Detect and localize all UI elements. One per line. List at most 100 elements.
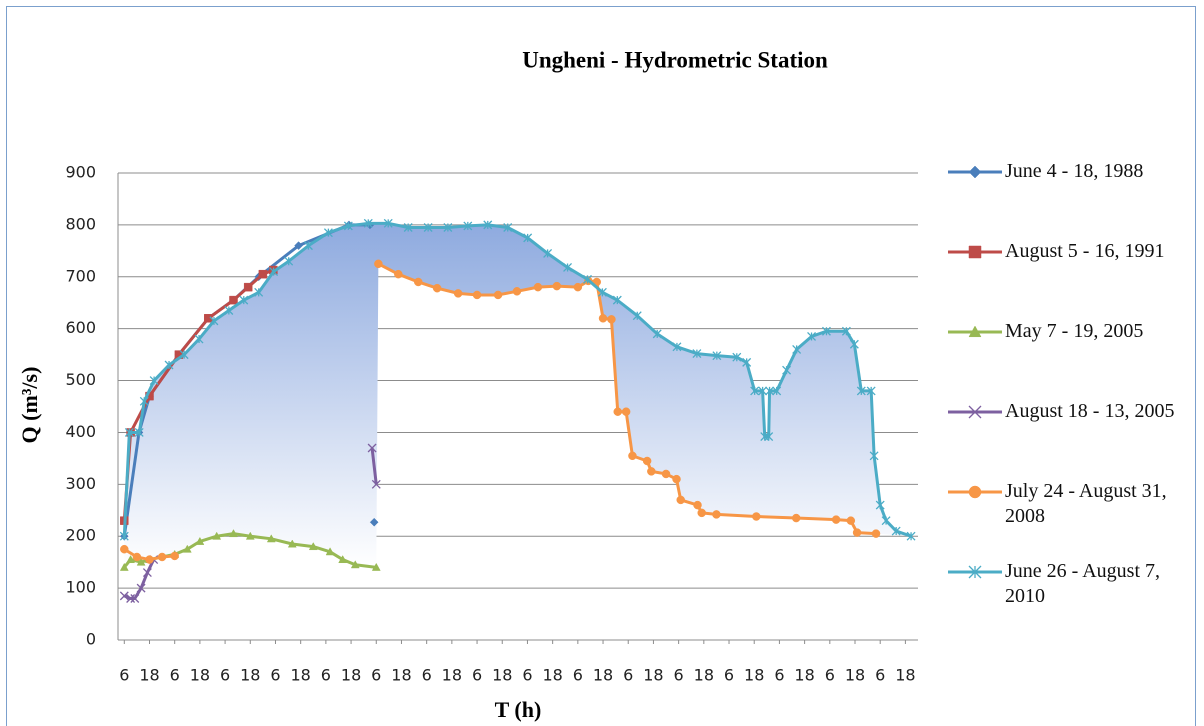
chart-title: Ungheni - Hydrometric Station <box>522 47 828 72</box>
x-tick-label: 18 <box>391 666 411 685</box>
y-tick-label: 700 <box>65 266 96 285</box>
marker <box>414 277 423 287</box>
x-tick-label: 18 <box>744 666 764 685</box>
marker <box>632 311 642 321</box>
marker <box>791 513 801 523</box>
marker <box>142 568 152 578</box>
marker <box>772 386 782 396</box>
marker <box>712 510 721 519</box>
marker <box>782 365 792 375</box>
marker <box>750 386 760 396</box>
marker <box>503 223 513 232</box>
marker <box>831 515 841 524</box>
marker <box>612 295 622 305</box>
marker <box>130 594 140 603</box>
marker <box>119 562 129 571</box>
area-shading <box>124 223 912 568</box>
marker <box>891 526 901 536</box>
marker <box>712 351 722 361</box>
marker <box>308 542 318 551</box>
marker <box>512 287 522 296</box>
chart-frame <box>6 6 1196 726</box>
marker <box>182 544 192 553</box>
legend-label: July 24 - August 31, 2008 <box>1005 480 1167 527</box>
marker <box>134 427 144 437</box>
y-axis-label: Q (m³/s) <box>17 367 42 444</box>
legend-marker <box>968 565 982 579</box>
x-tick-label: 18 <box>593 666 613 685</box>
marker <box>119 591 129 601</box>
marker <box>149 376 159 386</box>
x-tick-label: 18 <box>442 666 462 685</box>
marker <box>179 350 189 360</box>
marker <box>676 495 685 505</box>
marker <box>284 256 294 266</box>
x-tick-label: 18 <box>895 666 915 685</box>
marker <box>323 228 333 238</box>
marker <box>369 517 379 527</box>
marker <box>472 290 482 300</box>
y-tick-label: 900 <box>65 163 96 182</box>
y-tick-label: 400 <box>65 422 96 441</box>
x-tick-label: 6 <box>422 666 432 685</box>
y-tick-label: 800 <box>65 214 96 233</box>
marker <box>598 314 608 323</box>
marker <box>647 467 656 476</box>
y-tick-label: 500 <box>65 370 96 389</box>
x-tick-label: 6 <box>220 666 230 685</box>
x-tick-label: 6 <box>825 666 835 685</box>
marker <box>493 290 503 300</box>
marker <box>672 474 681 484</box>
marker <box>849 339 859 349</box>
marker <box>229 295 238 305</box>
y-tick-label: 300 <box>65 474 96 493</box>
y-tick-label: 100 <box>65 578 96 597</box>
marker <box>607 315 616 324</box>
x-tick-label: 6 <box>119 666 129 685</box>
marker <box>371 562 381 571</box>
marker <box>875 500 885 510</box>
marker <box>287 539 297 548</box>
x-tick-label: 6 <box>170 666 180 685</box>
marker <box>194 334 204 344</box>
x-tick-label: 6 <box>472 666 482 685</box>
marker <box>621 407 631 416</box>
marker <box>254 287 264 297</box>
x-axis-label: T (h) <box>495 697 542 722</box>
y-tick-label: 600 <box>65 318 96 337</box>
x-tick-label: 6 <box>724 666 734 685</box>
marker <box>258 269 268 279</box>
marker <box>652 329 662 339</box>
marker <box>195 536 205 545</box>
x-tick-label: 6 <box>522 666 532 685</box>
x-tick-label: 6 <box>623 666 633 685</box>
marker <box>229 529 238 538</box>
marker <box>363 218 373 228</box>
legend-marker <box>968 245 982 259</box>
marker <box>866 386 876 396</box>
marker <box>136 583 146 593</box>
marker <box>119 531 129 541</box>
x-tick-label: 18 <box>341 666 361 685</box>
marker <box>139 396 149 406</box>
x-tick-label: 18 <box>794 666 814 685</box>
marker <box>869 451 879 461</box>
legend-label: August 5 - 16, 1991 <box>1005 240 1165 262</box>
marker <box>742 357 752 367</box>
x-tick-label: 18 <box>643 666 663 685</box>
marker <box>792 344 802 354</box>
marker <box>132 552 142 562</box>
marker <box>338 555 348 564</box>
x-tick-label: 18 <box>492 666 512 685</box>
legend-marker <box>968 485 982 499</box>
marker <box>692 349 702 359</box>
marker <box>807 331 817 341</box>
marker <box>394 269 403 279</box>
marker <box>239 295 249 305</box>
marker <box>906 531 916 541</box>
x-tick-label: 18 <box>694 666 714 685</box>
marker <box>523 233 533 243</box>
x-tick-label: 6 <box>674 666 684 685</box>
